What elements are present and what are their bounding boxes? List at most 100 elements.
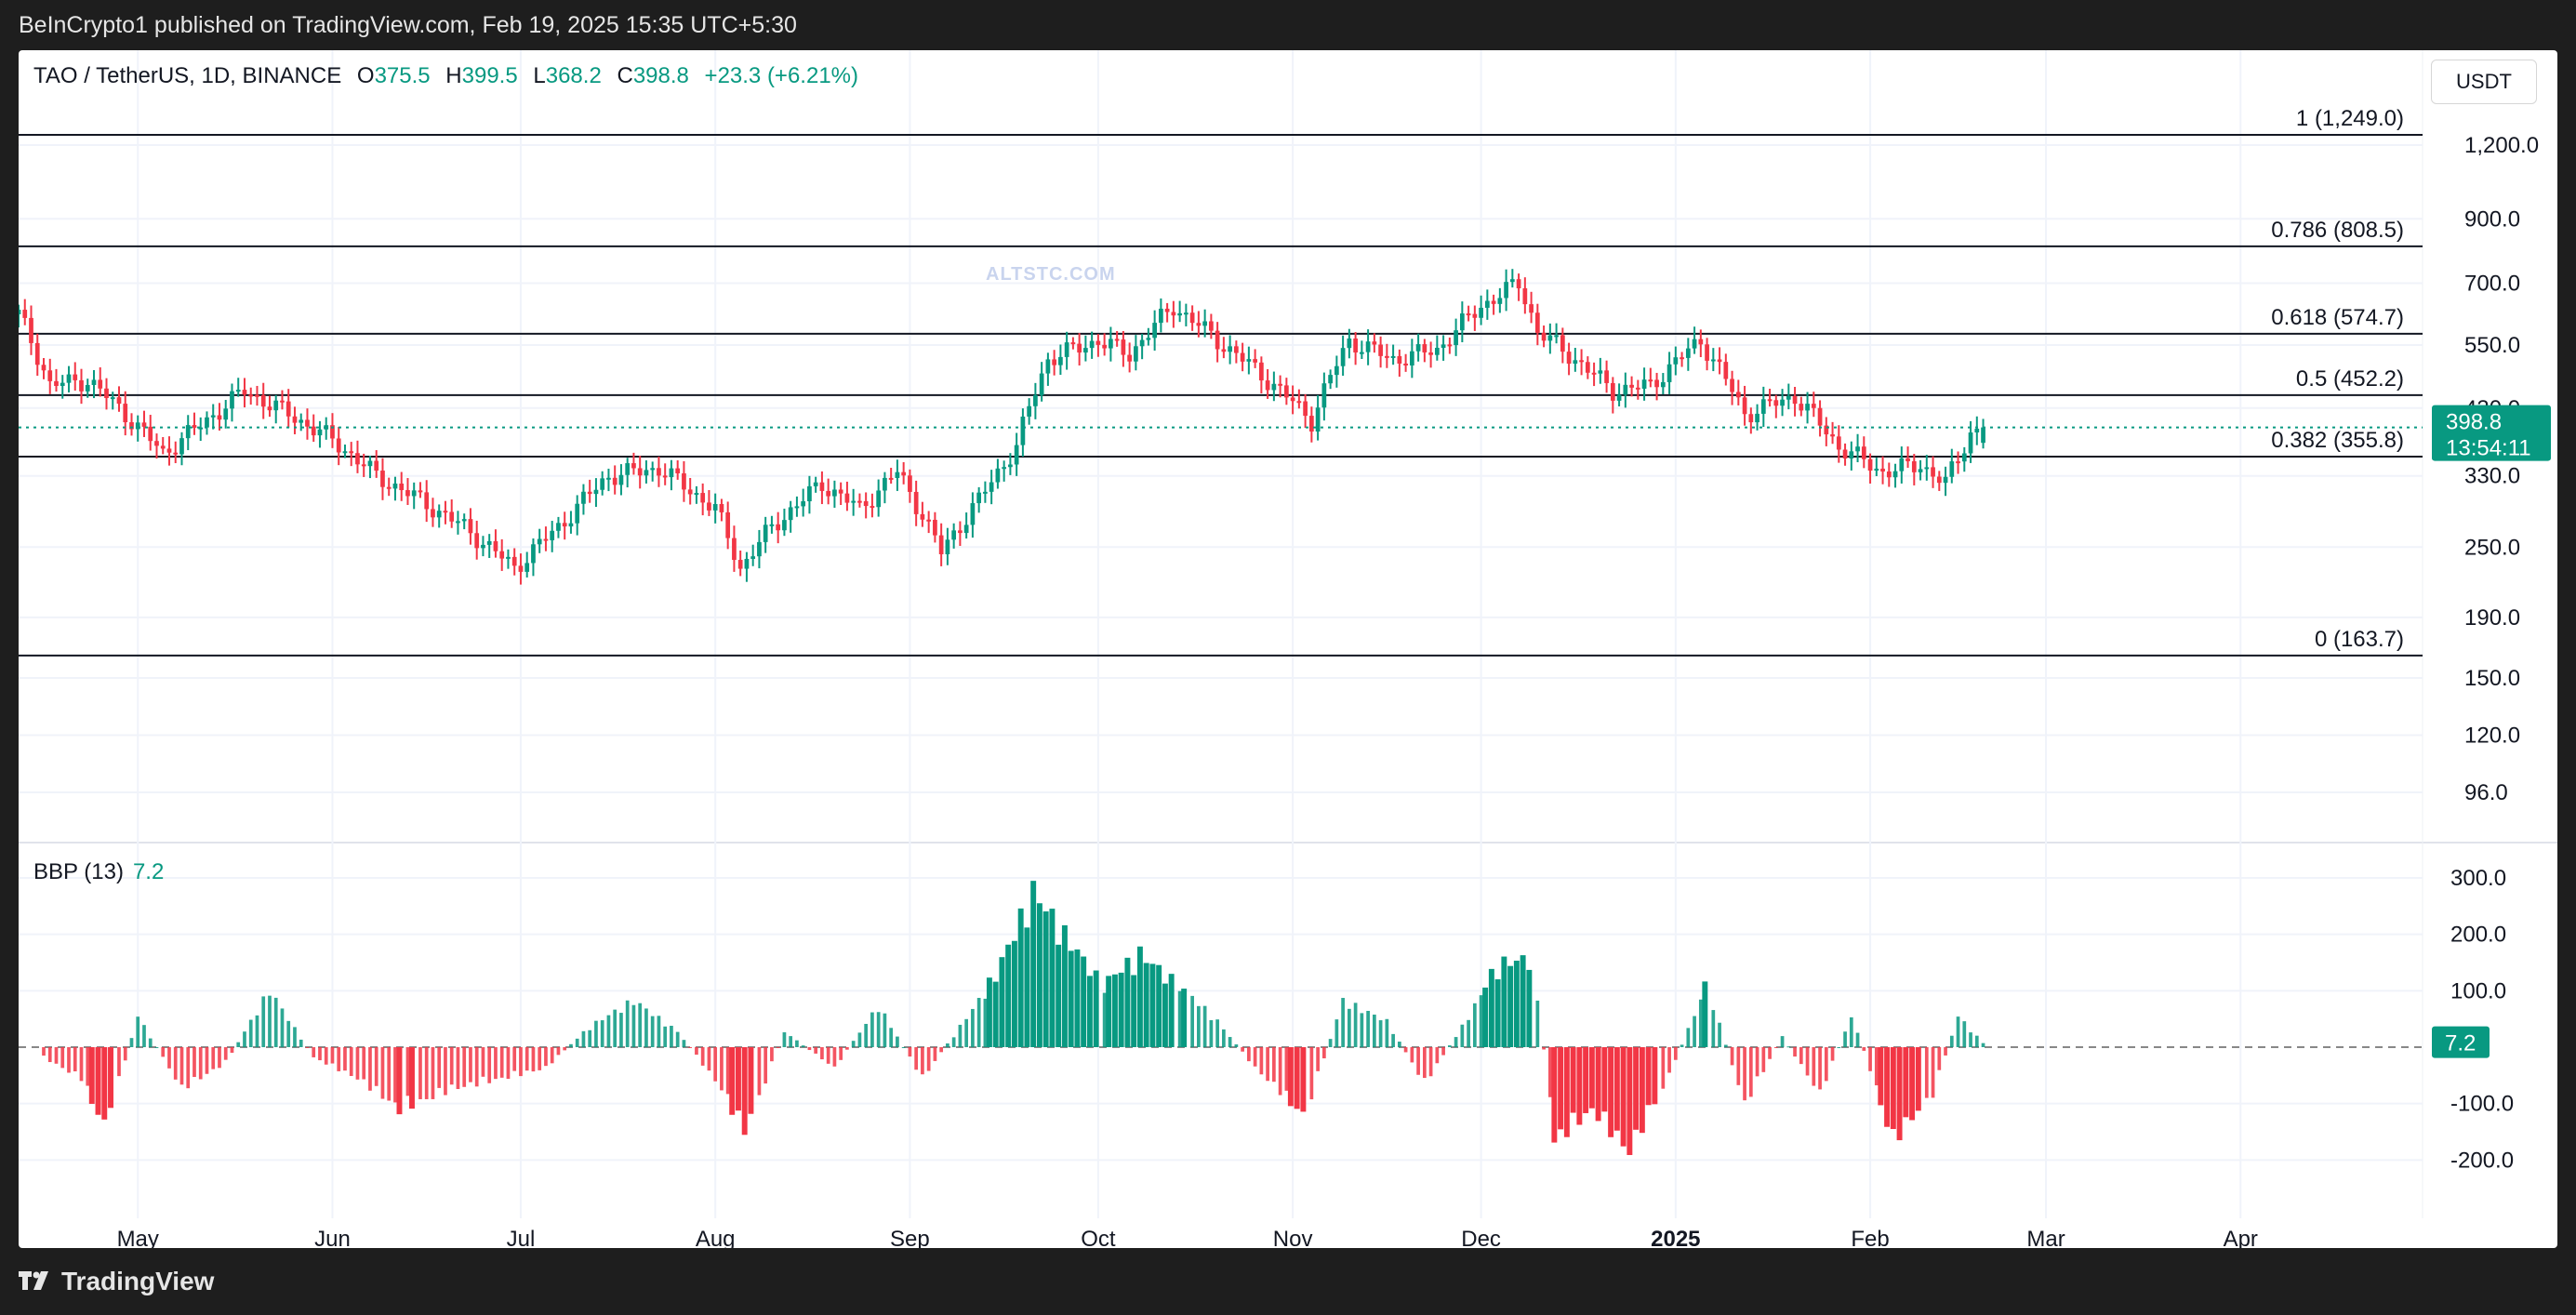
candle-body[interactable] <box>725 511 731 538</box>
candle-body[interactable] <box>983 491 988 494</box>
candle-body[interactable] <box>1880 468 1885 472</box>
candle-body[interactable] <box>1673 357 1679 365</box>
candle-body[interactable] <box>34 342 40 365</box>
candle-body[interactable] <box>1359 352 1364 354</box>
candle-body[interactable] <box>788 507 793 521</box>
candle-body[interactable] <box>449 511 455 522</box>
candle-body[interactable] <box>1415 344 1421 352</box>
candle-body[interactable] <box>1164 308 1170 312</box>
candle-body[interactable] <box>1459 313 1465 331</box>
candle-body[interactable] <box>895 472 900 478</box>
candle-body[interactable] <box>1089 340 1095 349</box>
candle-body[interactable] <box>431 509 435 518</box>
candle-body[interactable] <box>1340 348 1346 366</box>
candle-body[interactable] <box>851 500 856 503</box>
candle-body[interactable] <box>1924 467 1930 470</box>
candle-body[interactable] <box>1390 355 1396 358</box>
candle-body[interactable] <box>1685 348 1691 358</box>
candle-body[interactable] <box>267 406 272 411</box>
candle-body[interactable] <box>129 422 134 430</box>
candle-body[interactable] <box>1378 344 1383 356</box>
candle-body[interactable] <box>1253 359 1257 363</box>
candle-body[interactable] <box>1008 464 1013 468</box>
candle-body[interactable] <box>148 426 153 442</box>
candle-body[interactable] <box>1002 467 1007 470</box>
candle-body[interactable] <box>1573 360 1578 365</box>
candle-body[interactable] <box>926 519 932 522</box>
candle-body[interactable] <box>386 486 392 489</box>
candle-body[interactable] <box>1905 458 1910 461</box>
candle-body[interactable] <box>1547 335 1553 341</box>
candle-body[interactable] <box>1020 416 1026 445</box>
candle-body[interactable] <box>1660 381 1666 388</box>
candle-body[interactable] <box>750 556 756 559</box>
candle-body[interactable] <box>486 540 492 545</box>
candle-body[interactable] <box>1365 341 1371 352</box>
candle-body[interactable] <box>506 556 511 559</box>
candle-body[interactable] <box>1409 351 1414 365</box>
candle-body[interactable] <box>299 419 304 423</box>
candle-body[interactable] <box>1491 300 1496 304</box>
candle-body[interactable] <box>575 503 580 524</box>
candle-body[interactable] <box>1127 354 1132 362</box>
candle-body[interactable] <box>763 525 768 542</box>
candle-body[interactable] <box>687 489 693 495</box>
candle-body[interactable] <box>719 504 724 512</box>
candle-body[interactable] <box>1534 312 1540 333</box>
candle-body[interactable] <box>1152 323 1157 339</box>
candle-body[interactable] <box>1717 359 1722 363</box>
candle-body[interactable] <box>857 500 862 503</box>
candle-body[interactable] <box>712 504 718 511</box>
candle-body[interactable] <box>173 452 179 455</box>
candle-body[interactable] <box>1560 335 1565 352</box>
candle-body[interactable] <box>418 490 423 493</box>
candle-body[interactable] <box>255 394 259 397</box>
candle-body[interactable] <box>1861 446 1866 459</box>
candle-body[interactable] <box>29 317 33 343</box>
candle-body[interactable] <box>1146 338 1151 340</box>
candle-body[interactable] <box>1403 363 1408 365</box>
candle-body[interactable] <box>342 451 348 454</box>
candle-body[interactable] <box>644 470 649 476</box>
candle-body[interactable] <box>1585 362 1590 373</box>
candle-body[interactable] <box>1755 413 1759 423</box>
candle-body[interactable] <box>744 558 750 569</box>
candle-body[interactable] <box>1083 348 1088 353</box>
candle-body[interactable] <box>98 379 103 389</box>
candle-body[interactable] <box>1949 461 1955 477</box>
candle-body[interactable] <box>19 310 21 314</box>
candle-body[interactable] <box>1271 383 1277 391</box>
candle-body[interactable] <box>606 477 611 480</box>
candle-body[interactable] <box>1849 451 1854 459</box>
candle-body[interactable] <box>260 395 266 407</box>
candle-body[interactable] <box>776 524 781 531</box>
candle-body[interactable] <box>1773 400 1779 406</box>
candle-body[interactable] <box>474 533 480 549</box>
candle-body[interactable] <box>1215 330 1220 350</box>
candle-body[interactable] <box>1629 384 1634 388</box>
candle-body[interactable] <box>807 485 812 501</box>
candle-body[interactable] <box>110 397 115 400</box>
candle-body[interactable] <box>963 525 969 534</box>
candle-body[interactable] <box>1799 404 1804 411</box>
candle-body[interactable] <box>1184 312 1188 315</box>
candle-body[interactable] <box>844 493 850 503</box>
candle-body[interactable] <box>1027 405 1032 417</box>
candle-body[interactable] <box>587 491 592 495</box>
candle-body[interactable] <box>908 475 912 492</box>
candle-body[interactable] <box>1434 347 1440 355</box>
candle-body[interactable] <box>66 374 72 383</box>
candle-body[interactable] <box>1654 379 1659 388</box>
candle-body[interactable] <box>1886 472 1892 478</box>
candle-body[interactable] <box>1974 428 1980 433</box>
candle-body[interactable] <box>1102 344 1107 349</box>
candle-body[interactable] <box>1303 401 1308 417</box>
candle-body[interactable] <box>732 538 737 561</box>
candle-body[interactable] <box>305 419 310 427</box>
candle-body[interactable] <box>1579 360 1584 363</box>
candle-body[interactable] <box>1472 313 1478 318</box>
candle-body[interactable] <box>1504 282 1508 299</box>
candle-body[interactable] <box>499 551 505 559</box>
candle-body[interactable] <box>1616 394 1622 401</box>
candle-body[interactable] <box>876 490 882 508</box>
